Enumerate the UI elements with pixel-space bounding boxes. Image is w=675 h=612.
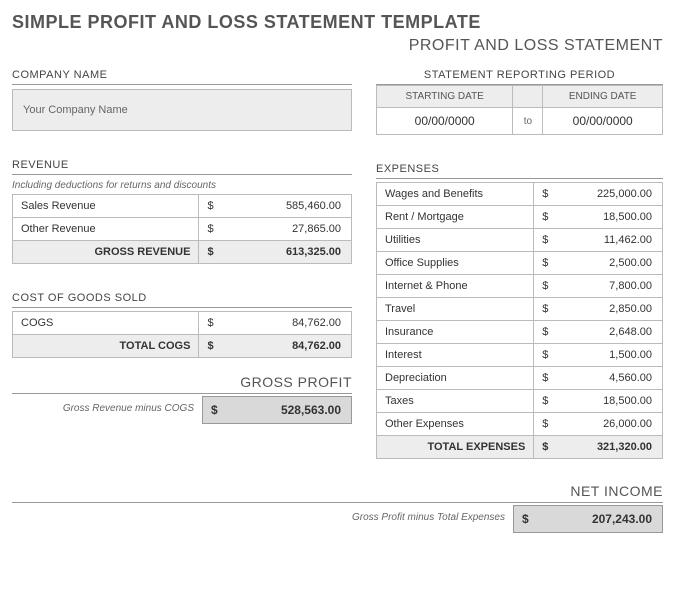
total-amount: 321,320.00 [548,436,662,459]
table-row: Utilities$11,462.00 [377,229,663,252]
table-row: Interest$1,500.00 [377,344,663,367]
currency: $ [514,506,533,532]
row-label: Office Supplies [377,252,534,275]
net-income-header: NET INCOME [12,483,663,503]
gross-profit-box: $ 528,563.00 [202,396,352,424]
currency: $ [534,344,549,367]
row-amount[interactable]: 84,762.00 [214,312,352,335]
period-spacer [513,86,543,108]
currency: $ [199,218,214,241]
currency: $ [199,241,214,264]
currency: $ [199,195,214,218]
row-amount[interactable]: 585,460.00 [214,195,352,218]
row-amount[interactable]: 11,462.00 [548,229,662,252]
row-label: Other Expenses [377,413,534,436]
company-name-input[interactable]: Your Company Name [12,89,352,131]
currency: $ [199,335,214,358]
row-amount[interactable]: 225,000.00 [548,183,662,206]
total-label: GROSS REVENUE [13,241,199,264]
revenue-total-row: GROSS REVENUE $ 613,325.00 [13,241,352,264]
subtitle: PROFIT AND LOSS STATEMENT [12,37,663,55]
period-to: to [513,108,543,135]
row-amount[interactable]: 1,500.00 [548,344,662,367]
net-income-box: $ 207,243.00 [513,505,663,533]
table-row: Rent / Mortgage$18,500.00 [377,206,663,229]
start-date-label: STARTING DATE [377,86,513,108]
row-amount[interactable]: 7,800.00 [548,275,662,298]
table-row: COGS $ 84,762.00 [13,312,352,335]
row-label: Sales Revenue [13,195,199,218]
currency: $ [534,436,549,459]
period-table: STARTING DATE ENDING DATE 00/00/0000 to … [376,85,663,135]
row-label: Other Revenue [13,218,199,241]
expenses-total-row: TOTAL EXPENSES $ 321,320.00 [377,436,663,459]
currency: $ [534,413,549,436]
currency: $ [534,252,549,275]
main-title: SIMPLE PROFIT AND LOSS STATEMENT TEMPLAT… [12,12,663,33]
total-label: TOTAL EXPENSES [377,436,534,459]
cogs-header: COST OF GOODS SOLD [12,292,352,308]
row-amount[interactable]: 2,850.00 [548,298,662,321]
row-amount[interactable]: 2,648.00 [548,321,662,344]
currency: $ [534,229,549,252]
currency: $ [199,312,214,335]
table-row: Other Expenses$26,000.00 [377,413,663,436]
row-label: COGS [13,312,199,335]
gross-profit-header: GROSS PROFIT [12,374,352,394]
table-row: Travel$2,850.00 [377,298,663,321]
net-income-note: Gross Profit minus Total Expenses [12,505,513,533]
row-label: Wages and Benefits [377,183,534,206]
gross-profit-note: Gross Revenue minus COGS [12,396,202,424]
end-date-label: ENDING DATE [543,86,663,108]
table-row: Sales Revenue $ 585,460.00 [13,195,352,218]
row-amount[interactable]: 27,865.00 [214,218,352,241]
currency: $ [534,206,549,229]
company-header: COMPANY NAME [12,69,352,85]
cogs-total-row: TOTAL COGS $ 84,762.00 [13,335,352,358]
total-amount: 84,762.00 [214,335,352,358]
currency: $ [534,321,549,344]
row-amount[interactable]: 18,500.00 [548,390,662,413]
row-label: Utilities [377,229,534,252]
total-label: TOTAL COGS [13,335,199,358]
row-label: Depreciation [377,367,534,390]
net-income-amount: 207,243.00 [533,506,662,532]
revenue-note: Including deductions for returns and dis… [12,175,352,194]
currency: $ [534,183,549,206]
currency: $ [534,298,549,321]
period-header: STATEMENT REPORTING PERIOD [376,69,663,85]
table-row: Office Supplies$2,500.00 [377,252,663,275]
table-row: Insurance$2,648.00 [377,321,663,344]
revenue-header: REVENUE [12,159,352,175]
row-label: Rent / Mortgage [377,206,534,229]
row-label: Travel [377,298,534,321]
row-amount[interactable]: 4,560.00 [548,367,662,390]
row-amount[interactable]: 18,500.00 [548,206,662,229]
row-label: Insurance [377,321,534,344]
end-date-input[interactable]: 00/00/0000 [543,108,663,135]
row-label: Internet & Phone [377,275,534,298]
table-row: Internet & Phone$7,800.00 [377,275,663,298]
total-amount: 613,325.00 [214,241,352,264]
row-amount[interactable]: 2,500.00 [548,252,662,275]
currency: $ [534,367,549,390]
row-label: Taxes [377,390,534,413]
table-row: Taxes$18,500.00 [377,390,663,413]
table-row: Other Revenue $ 27,865.00 [13,218,352,241]
table-row: Depreciation$4,560.00 [377,367,663,390]
gross-profit-amount: 528,563.00 [222,397,351,423]
expenses-header: EXPENSES [376,163,663,179]
row-amount[interactable]: 26,000.00 [548,413,662,436]
currency: $ [534,275,549,298]
expenses-table: Wages and Benefits$225,000.00 Rent / Mor… [376,182,663,459]
table-row: Wages and Benefits$225,000.00 [377,183,663,206]
currency: $ [203,397,222,423]
revenue-table: Sales Revenue $ 585,460.00 Other Revenue… [12,194,352,264]
row-label: Interest [377,344,534,367]
currency: $ [534,390,549,413]
start-date-input[interactable]: 00/00/0000 [377,108,513,135]
cogs-table: COGS $ 84,762.00 TOTAL COGS $ 84,762.00 [12,311,352,358]
